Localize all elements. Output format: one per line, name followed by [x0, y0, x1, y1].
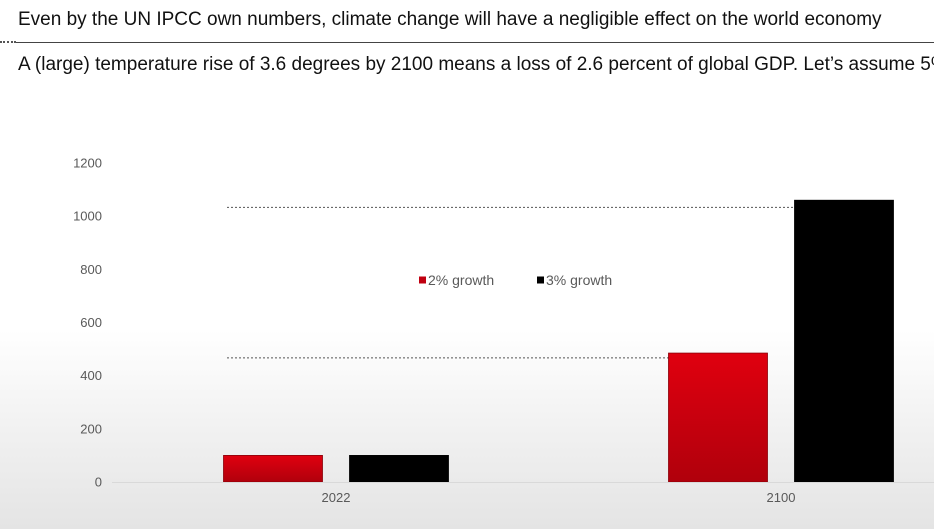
y-tick-label: 1000	[73, 209, 102, 224]
x-tick-label: 2022	[322, 490, 351, 505]
bar-2-growth-2100	[668, 352, 768, 483]
bar-3-growth-2100	[794, 199, 894, 483]
reference-lines	[227, 206, 795, 359]
x-axis: 2022 2100	[112, 482, 934, 505]
legend-swatch	[419, 276, 426, 284]
y-tick-label: 400	[80, 368, 102, 383]
bars	[223, 199, 894, 483]
bar-3-growth-2022	[349, 455, 449, 483]
legend-label: 2% growth	[428, 272, 494, 288]
title-divider	[16, 42, 934, 43]
legend-label: 3% growth	[546, 272, 612, 288]
legend: 2% growth 3% growth	[419, 272, 612, 288]
y-tick-label: 0	[95, 475, 102, 490]
y-axis: 0 200 400 600 800 1000 1200	[73, 156, 102, 490]
bar-2-growth-2022	[223, 455, 323, 483]
x-tick-label: 2100	[767, 490, 796, 505]
slide-subtitle: A (large) temperature rise of 3.6 degree…	[18, 54, 934, 75]
divider-dots	[0, 41, 16, 43]
legend-swatch	[537, 276, 544, 284]
y-tick-label: 600	[80, 315, 102, 330]
y-tick-label: 800	[80, 262, 102, 277]
y-tick-label: 1200	[73, 156, 102, 171]
slide-title: Even by the UN IPCC own numbers, climate…	[18, 9, 882, 30]
y-tick-label: 200	[80, 421, 102, 436]
